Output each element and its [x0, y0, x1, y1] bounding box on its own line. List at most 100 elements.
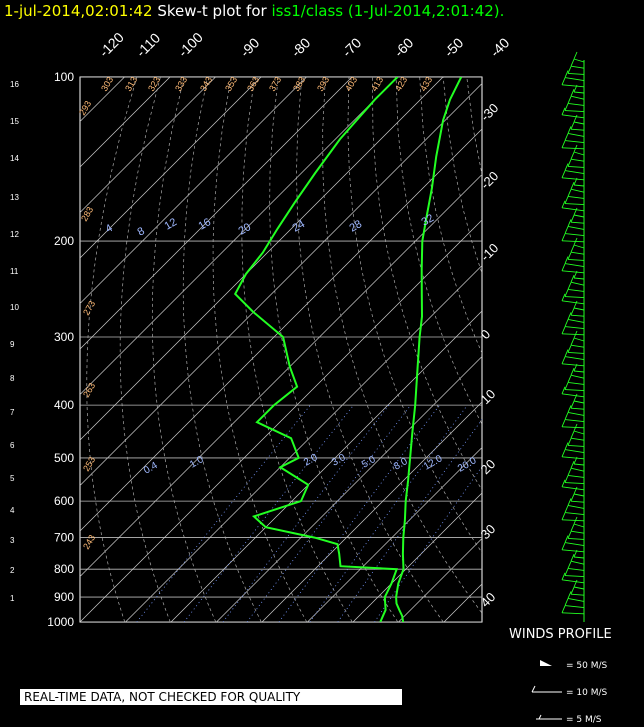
wind-barb-flag — [570, 182, 575, 190]
wind-barb-flag — [561, 233, 566, 241]
wind-barb-flag — [561, 479, 566, 487]
isotherm-line — [80, 174, 482, 577]
mixing-ratio-label: 0.4 — [142, 460, 160, 477]
wind-barb — [570, 221, 585, 224]
wind-barb-flag — [561, 572, 566, 580]
height-km-tick-label: 5 — [10, 474, 15, 483]
wind-barb-flag — [564, 70, 569, 78]
wind-barb-flag — [561, 77, 566, 85]
wind-barb — [561, 114, 585, 119]
plot-frame — [79, 76, 483, 623]
wind-barb — [567, 102, 585, 106]
mixing-ratio-label: 20 — [237, 221, 254, 238]
mixing-ratio-line — [222, 404, 390, 622]
wind-barb — [567, 381, 585, 385]
wind-barb-flag — [567, 312, 572, 320]
dry-adiabat-line — [296, 77, 444, 622]
wind-barb-flag — [564, 412, 569, 420]
wind-barb-flag — [567, 405, 572, 413]
wind-barb-flag — [573, 516, 578, 525]
wind-barb-flag — [564, 382, 569, 390]
right-temp-tick-label: -20 — [478, 168, 502, 192]
isotherm-line — [80, 77, 398, 395]
wind-barb-flag — [570, 152, 575, 160]
wind-barb — [570, 314, 585, 317]
height-km-tick-label: 1 — [10, 594, 15, 603]
legend-50-flag-icon — [540, 660, 552, 666]
wind-barb — [570, 251, 585, 255]
wind-barb — [567, 165, 585, 168]
wind-barb — [561, 456, 585, 460]
wind-barb-flag — [561, 512, 566, 520]
wind-barb — [564, 326, 585, 330]
wind-barb — [573, 493, 585, 497]
pressure-tick-label: 1000 — [47, 615, 74, 629]
isotherm-line — [443, 583, 482, 622]
wind-barb — [561, 393, 585, 398]
wind-barb — [561, 612, 585, 615]
wind-barb-flag — [564, 163, 569, 171]
wind-barb-flag — [567, 531, 572, 539]
wind-legend-5: = 5 M/S — [566, 715, 602, 725]
isotherm-line — [216, 356, 482, 622]
isotherm-line — [261, 401, 482, 622]
wind-barb — [570, 128, 585, 131]
wind-barb-flag — [573, 549, 578, 558]
quality-disclaimer: REAL-TIME DATA, NOT CHECKED FOR QUALITY — [20, 689, 402, 705]
winds-profile-title: WINDS PROFILE — [509, 627, 612, 642]
wind-barb — [570, 437, 585, 441]
header-source: iss1/class — [271, 2, 344, 20]
wind-barb-flag — [567, 438, 572, 446]
wind-barb — [567, 225, 585, 230]
wind-barb-flag — [570, 401, 575, 409]
pressure-tick-label: 900 — [54, 590, 74, 604]
wind-barb — [561, 270, 585, 274]
dry-adiabat-line — [514, 77, 644, 622]
dry-adiabat-line — [538, 77, 644, 622]
height-km-tick-label: 4 — [10, 506, 15, 515]
dry-adiabat-label: 433 — [418, 75, 434, 93]
wind-barb — [561, 147, 585, 150]
wind-barb — [561, 363, 585, 367]
wind-barb — [573, 370, 585, 373]
top-temp-tick-label: -80 — [288, 34, 314, 60]
temperature-profile-line — [395, 77, 463, 622]
mixing-ratio-label: 32 — [420, 212, 437, 229]
wind-barb-flag — [567, 468, 572, 476]
dry-adiabat-label: 373 — [267, 75, 283, 93]
mixing-ratio-label: 1.0 — [188, 454, 206, 471]
dry-adiabat-label: 383 — [291, 75, 307, 93]
dry-adiabat-label: 283 — [79, 205, 95, 223]
pressure-tick-label: 100 — [54, 70, 74, 84]
pressure-tick-label: 700 — [54, 531, 74, 545]
isotherm-line — [80, 77, 353, 350]
wind-barb — [561, 207, 585, 212]
wind-barb — [567, 411, 585, 416]
wind-barb-flag — [573, 423, 578, 432]
legend-5-barb-tick — [538, 714, 542, 720]
wind-barb — [561, 579, 585, 584]
wind-barb — [567, 597, 585, 602]
wind-barb-flag — [573, 486, 578, 495]
wind-barb — [567, 72, 585, 75]
wind-legend-10: = 10 M/S — [566, 688, 608, 698]
wind-barb-flag — [564, 598, 569, 606]
top-temp-tick-label: -110 — [133, 30, 164, 61]
right-temp-tick-label: 30 — [478, 521, 499, 542]
right-temp-tick-label: -10 — [478, 240, 502, 264]
wind-barb-flag — [561, 386, 566, 394]
wind-barb — [567, 474, 585, 478]
wind-barb — [564, 356, 585, 361]
wind-barb-flag — [564, 196, 569, 204]
wind-barb-flag — [573, 237, 578, 246]
wind-barb-flag — [567, 219, 572, 227]
wind-barb-flag — [564, 289, 569, 297]
dry-adiabat-label: 333 — [173, 75, 189, 93]
wind-barb — [564, 296, 585, 299]
wind-barb — [570, 65, 585, 69]
wind-barb — [570, 467, 585, 472]
wind-barb-flag — [564, 475, 569, 483]
wind-barb-flag — [564, 505, 569, 513]
wind-barb-flag — [567, 591, 572, 599]
wind-barb — [570, 374, 585, 379]
